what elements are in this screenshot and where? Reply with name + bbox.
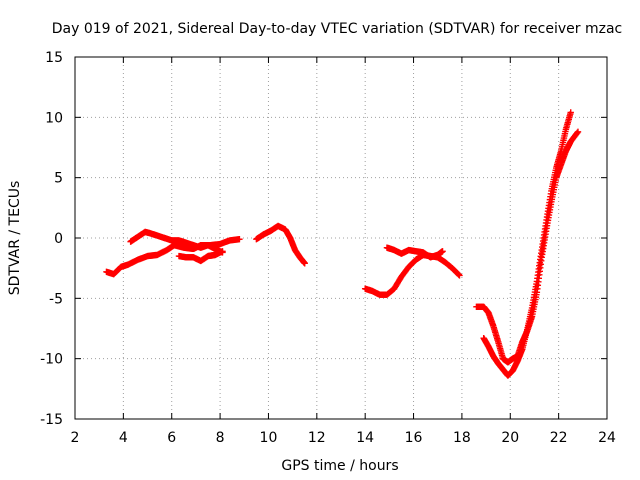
data-point <box>236 236 243 243</box>
x-tick-label: 12 <box>308 430 326 446</box>
y-tick-label: 5 <box>54 171 63 187</box>
x-axis-label: GPS time / hours <box>281 458 398 474</box>
data-point <box>301 260 308 267</box>
data-point <box>456 272 463 279</box>
x-tick-label: 6 <box>167 430 176 446</box>
x-tick-label: 8 <box>216 430 225 446</box>
x-tick-label: 20 <box>501 430 519 446</box>
y-axis-label: SDTVAR / TECUs <box>7 181 23 296</box>
y-tick-label: 10 <box>45 110 63 126</box>
y-tick-label: 0 <box>54 231 63 247</box>
chart-title: Day 019 of 2021, Sidereal Day-to-day VTE… <box>52 21 622 37</box>
data-point <box>439 248 446 255</box>
x-tick-label: 24 <box>598 430 616 446</box>
y-tick-label: -5 <box>49 291 63 307</box>
x-tick-label: 2 <box>71 430 80 446</box>
data-point <box>574 128 582 136</box>
x-tick-label: 10 <box>260 430 278 446</box>
data-points <box>103 109 582 379</box>
x-tick-label: 16 <box>405 430 423 446</box>
x-tick-label: 22 <box>550 430 568 446</box>
y-tick-label: 15 <box>45 50 63 66</box>
x-tick-label: 14 <box>356 430 374 446</box>
data-point-interp <box>574 129 581 136</box>
data-point <box>567 109 574 116</box>
data-point <box>219 248 226 255</box>
x-tick-label: 4 <box>119 430 128 446</box>
y-tick-label: -10 <box>40 352 63 368</box>
x-tick-label: 18 <box>453 430 471 446</box>
y-tick-label: -15 <box>40 412 63 428</box>
data-point-interp <box>455 271 462 278</box>
